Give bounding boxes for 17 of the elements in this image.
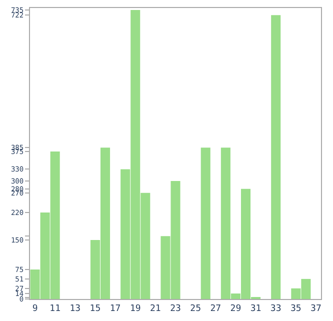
x-tick-label: 9 [32,304,38,314]
x-tick-label: 33 [270,304,282,314]
x-tick-label: 23 [170,304,181,314]
x-tick-label: 11 [50,304,61,314]
bar [200,148,210,299]
x-tick-label: 27 [210,304,222,314]
x-tick-label: 37 [310,304,322,314]
x-tick-label: 17 [110,304,121,314]
x-tick-label: 19 [130,304,141,314]
x-tick-label: 31 [250,304,262,314]
x-tick-label: 35 [290,304,302,314]
x-tick-label: 21 [150,304,161,314]
x-tick-label: 29 [230,304,242,314]
x-tick-label: 15 [90,304,101,314]
x-tick-label: 13 [70,304,81,314]
bar [271,15,281,299]
x-tick-label: 25 [190,304,201,314]
